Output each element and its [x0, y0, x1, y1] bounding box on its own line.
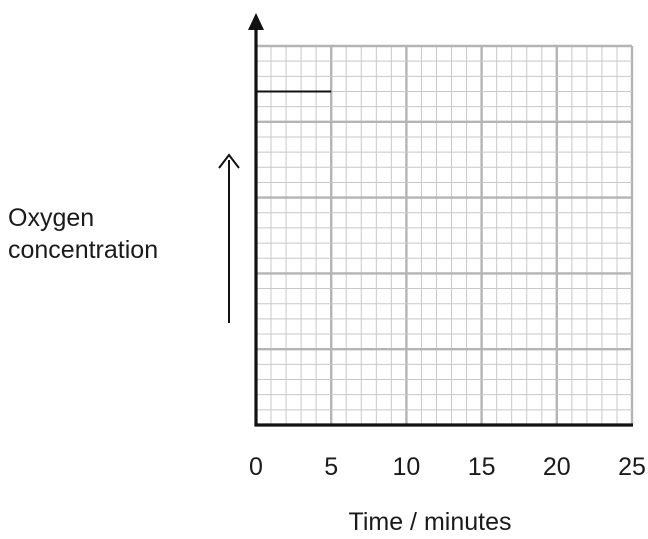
y-label-arrow-head [218, 153, 240, 169]
x-tick-label: 10 [392, 453, 420, 481]
x-tick-label: 25 [618, 453, 646, 481]
x-tick-labels: 0 5 10 15 20 25 [249, 453, 646, 481]
x-tick-label: 15 [468, 453, 496, 481]
y-axis-label-line-1: Oxygen [8, 204, 95, 232]
x-axis-label: Time / minutes [348, 508, 512, 536]
y-label-arrow [218, 153, 240, 323]
x-tick-label: 20 [543, 453, 571, 481]
graph-paper-grid [254, 44, 634, 427]
y-axis-label: Oxygen concentration [8, 202, 198, 266]
y-axis-label-line-2: concentration [8, 236, 159, 264]
x-tick-label: 0 [249, 453, 263, 481]
x-tick-label: 5 [324, 453, 338, 481]
y-axis-arrowhead [248, 13, 264, 30]
axes [248, 13, 633, 427]
